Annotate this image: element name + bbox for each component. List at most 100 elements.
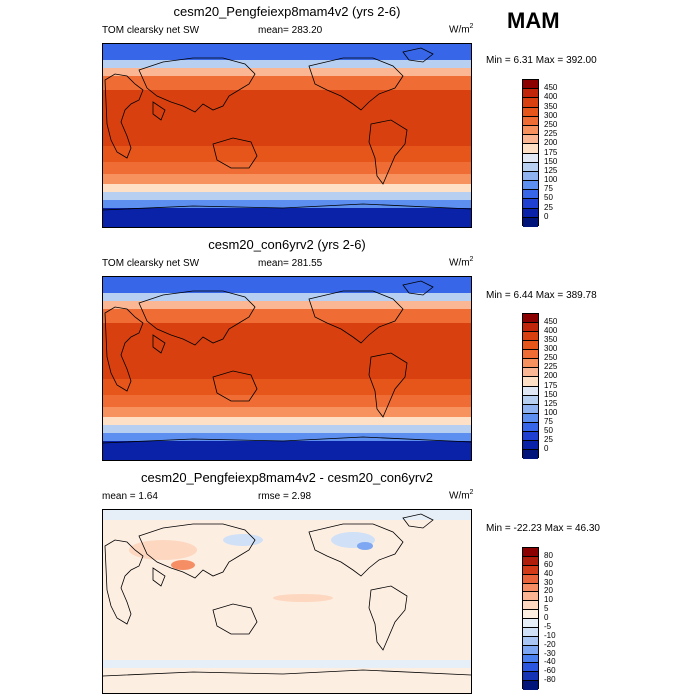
panel3-colorbar-cell-1 <box>523 556 538 566</box>
panel2-colorbar-cell-8 <box>523 386 538 396</box>
panel1-tick-11: 75 <box>544 184 553 194</box>
panel1-colorbar-cell-0 <box>523 80 538 90</box>
panel1-units-base: W/m <box>449 24 470 36</box>
panel2-colorbar-cell-6 <box>523 368 538 378</box>
panel3-map <box>102 509 472 694</box>
panel1-title: cesm20_Pengfeiexp8mam4v2 (yrs 2-6) <box>173 4 401 19</box>
panel1-tick-4: 250 <box>544 119 558 129</box>
panel3-min-label: Min = <box>486 523 511 534</box>
panel1-colorbar-cell-13 <box>523 199 538 209</box>
panel2-units-base: W/m <box>449 257 470 269</box>
panel2-colorbar-cell-0 <box>523 314 538 324</box>
panel2-band-subtrop-s <box>103 379 471 395</box>
panel3-coast-north-america <box>308 523 404 577</box>
panel1-tick-7: 175 <box>544 147 558 157</box>
panel3-rmse-label: rmse = <box>258 491 289 502</box>
panel1-tick-8: 150 <box>544 156 558 166</box>
panel1-coast-eurasia <box>138 57 256 113</box>
panel1-band-antarctica <box>103 208 471 227</box>
panel3-rmse-value: 2.98 <box>291 491 312 502</box>
panel2-band-subpolar-s <box>103 425 471 433</box>
panel3-arctic-patch <box>103 510 471 520</box>
panel2-tick-4: 250 <box>544 353 558 363</box>
panel2-band-midlat-n <box>103 309 471 323</box>
panel1-band-antarctic-edge <box>103 200 471 208</box>
panel1-mean-value: 283.20 <box>291 25 323 36</box>
panel3-tick-13: -60 <box>544 666 556 676</box>
panel3-coastlines <box>103 513 471 677</box>
panel1-coast-south-america <box>368 119 408 185</box>
panel2-title: cesm20_con6yrv2 (yrs 2-6) <box>208 237 366 252</box>
panel1-coast-antarctica <box>103 203 471 211</box>
panel2-colorbar-cell-10 <box>523 404 538 414</box>
panel1-max-label: Max = <box>535 55 564 66</box>
panel2-tick-6: 200 <box>544 371 558 381</box>
panel2-band-arctic <box>103 277 471 293</box>
panel1-minmax: Min = 6.31 Max = 392.00 <box>486 55 597 66</box>
panel3-colorbar-cell-4 <box>523 583 538 593</box>
panel3-tick-8: -5 <box>544 621 552 631</box>
panel1-band-midlat-s1 <box>103 162 471 174</box>
panel1-colorbar-cell-11 <box>523 181 538 191</box>
panel1-band-midlat-s3 <box>103 184 471 192</box>
panel3-patch-pacific-eq <box>273 594 333 602</box>
panel3-tick-2: 40 <box>544 568 553 578</box>
panel1-colorbar-cell-7 <box>523 144 538 154</box>
panel1-band-highlat-n2 <box>103 68 471 76</box>
panel1-band-subpolar-s <box>103 192 471 200</box>
panel1-tick-14: 0 <box>544 211 549 221</box>
panel2-band-midlat-s1 <box>103 395 471 407</box>
panel1-colorbar-cell-8 <box>523 153 538 163</box>
panel3-colorbar-cell-8 <box>523 619 538 628</box>
panel1-colorbar <box>522 79 539 227</box>
panel2-coastlines <box>103 280 471 444</box>
panel3-colorbar-cell-2 <box>523 565 538 575</box>
panel2-tick-14: 0 <box>544 443 549 453</box>
panel3-max-value: 46.30 <box>574 523 600 534</box>
panel1-band-highlat-n1 <box>103 60 471 68</box>
panel2-coast-india <box>152 334 166 354</box>
panel1-colorbar-cell-14 <box>523 208 538 218</box>
panel2-colorbar-cell-15 <box>523 449 538 459</box>
panel3-tick-10: -20 <box>544 639 556 649</box>
panel3-map-svg <box>103 510 471 693</box>
panel2-band-antarctic-edge <box>103 433 471 441</box>
panel2-tick-8: 150 <box>544 389 558 399</box>
panel1-mean-label: mean= <box>258 25 289 36</box>
panel1-tick-1: 400 <box>544 92 558 102</box>
panel1-coast-greenland <box>402 47 434 63</box>
panel3-tick-6: 5 <box>544 604 549 614</box>
panel2-mean-value: 281.55 <box>291 258 323 269</box>
panel2-tick-5: 225 <box>544 362 558 372</box>
panel3-colorbar-cell-0 <box>523 548 538 557</box>
panel2-colorbar-cell-2 <box>523 332 538 342</box>
season-label: MAM <box>507 8 560 33</box>
panel3-patch-asia-warm <box>129 540 197 560</box>
panel1-units: W/m2 <box>449 23 473 35</box>
panel3-coast-antarctica <box>103 669 471 677</box>
panel3-colorbar-cell-15 <box>523 681 538 690</box>
panel1-coast-india <box>152 101 166 121</box>
panel2-units: W/m2 <box>449 256 473 268</box>
panel1-colorbar-cell-9 <box>523 162 538 172</box>
panel3-minmax: Min = -22.23 Max = 46.30 <box>486 523 600 534</box>
panel1-min-value: 6.31 <box>513 55 533 66</box>
panel3-tick-9: -10 <box>544 630 556 640</box>
panel1-mean: mean= 283.20 <box>258 25 322 36</box>
panel3-colorbar-cell-6 <box>523 601 538 611</box>
panel1-tick-0: 450 <box>544 83 558 93</box>
panel2-units-exp: 2 <box>469 256 474 263</box>
panel1-tick-9: 125 <box>544 165 558 175</box>
panel3-colorbar <box>522 547 539 690</box>
panel3-coast-india <box>152 567 166 587</box>
panel1-colorbar-cell-6 <box>523 135 538 145</box>
panel2-tick-11: 75 <box>544 416 553 426</box>
panel2-min-label: Min = <box>486 290 511 301</box>
panel3-max-label: Max = <box>544 523 573 534</box>
panel3-colorbar-cell-10 <box>523 636 538 646</box>
panel1-tick-13: 25 <box>544 202 553 212</box>
panel1-map-svg <box>103 44 471 227</box>
panel1-coast-north-america <box>308 57 404 111</box>
panel3-colorbar-cell-9 <box>523 627 538 637</box>
panel1-colorbar-cell-1 <box>523 89 538 99</box>
